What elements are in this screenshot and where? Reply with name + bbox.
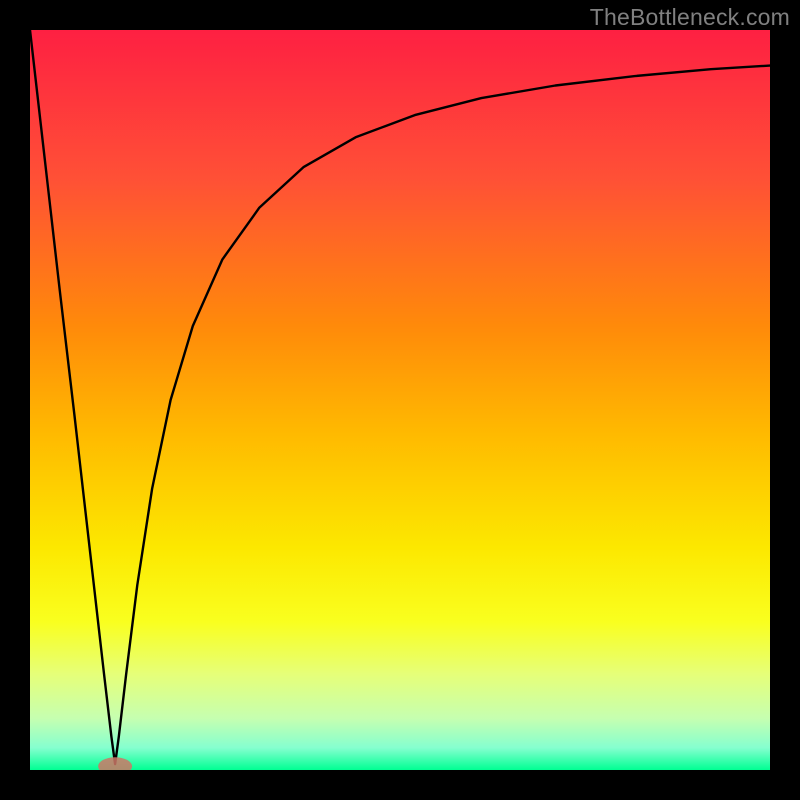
chart-svg (30, 30, 770, 770)
chart-background (30, 30, 770, 770)
plot-area (30, 30, 770, 770)
figure-container: TheBottleneck.com (0, 0, 800, 800)
watermark-text: TheBottleneck.com (590, 4, 790, 31)
